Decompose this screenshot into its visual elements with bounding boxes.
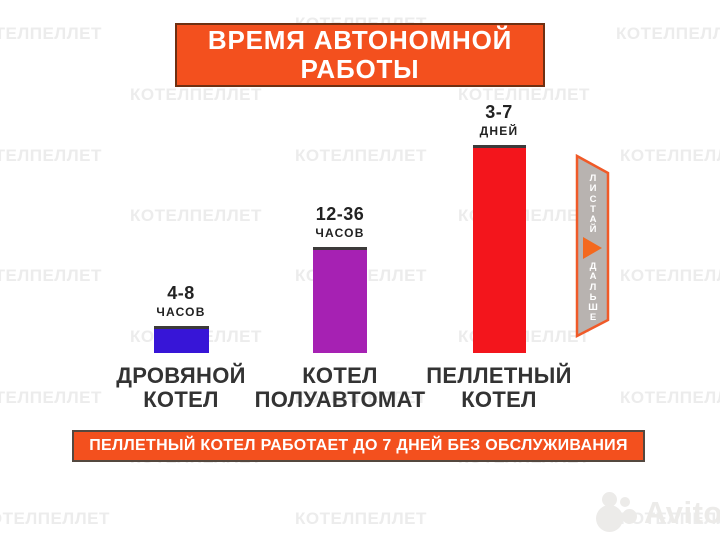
bar-value-label: 12-36 ЧАСОВ xyxy=(315,204,365,240)
page-title-line2: РАБОТЫ xyxy=(300,54,420,84)
watermark-text: КОТЕЛПЕЛЛЕТ xyxy=(616,24,720,43)
watermark-text: КОТЕЛПЕЛЛЕТ xyxy=(295,509,427,528)
watermark-text: КОТЕЛПЕЛЛЕТ xyxy=(620,146,720,165)
bar xyxy=(472,145,526,353)
bar-category-label: ДРОВЯНОЙ КОТЕЛ xyxy=(116,363,246,412)
header-banner: ВРЕМЯ АВТОНОМНОЙ РАБОТЫ xyxy=(175,23,545,87)
brand-name: Avito xyxy=(644,495,720,530)
page-title-line1: ВРЕМЯ АВТОНОМНОЙ xyxy=(207,25,513,55)
bar xyxy=(153,326,209,353)
bar-group: 12-36 ЧАСОВ xyxy=(260,204,420,353)
bar-category-label: КОТЕЛ ПОЛУАВТОМАТ xyxy=(254,363,426,412)
watermark-text: КОТЕЛПЕЛЛЕТ xyxy=(295,388,427,407)
avito-circle-small xyxy=(620,497,630,507)
bar-group: 3-7 ДНЕЙ xyxy=(419,102,579,353)
watermark-text: КОТЕЛПЕЛЛЕТ xyxy=(130,206,262,225)
avito-circle-big xyxy=(596,505,623,532)
watermark-text: КОТЕЛПЕЛЛЕТ xyxy=(130,85,262,104)
avito-circle-top xyxy=(602,492,617,507)
watermark-text: КОТЕЛПЕЛЛЕТ xyxy=(0,24,102,43)
bar-group: 4-8 ЧАСОВ xyxy=(101,283,261,353)
bar-value-label: 3-7 ДНЕЙ xyxy=(479,102,519,138)
watermark-text: КОТЕЛПЕЛЛЕТ xyxy=(620,388,720,407)
watermark-text: КОТЕЛПЕЛЛЕТ xyxy=(0,388,102,407)
brand-watermark: Avito xyxy=(596,492,720,534)
bar-category-label: ПЕЛЛЕТНЫЙ КОТЕЛ xyxy=(426,363,572,412)
watermark-text: КОТЕЛПЕЛЛЕТ xyxy=(0,266,102,285)
watermark-text: КОТЕЛПЕЛЛЕТ xyxy=(0,146,102,165)
bar-value-label: 4-8 ЧАСОВ xyxy=(156,283,206,319)
watermark-text: КОТЕЛПЕЛЛЕТ xyxy=(0,509,110,528)
footer-banner: ПЕЛЛЕТНЫЙ КОТЕЛ РАБОТАЕТ ДО 7 ДНЕЙ БЕЗ О… xyxy=(72,430,645,462)
bar xyxy=(313,247,367,353)
watermark-text: КОТЕЛПЕЛЛЕТ xyxy=(458,85,590,104)
avito-logo-icon xyxy=(596,492,640,534)
watermark-text: КОТЕЛПЕЛЛЕТ xyxy=(295,146,427,165)
watermark-text: КОТЕЛПЕЛЛЕТ xyxy=(620,266,720,285)
avito-circle-mid xyxy=(622,509,637,524)
arrow-right-icon xyxy=(583,237,602,259)
watermark-text: КОТЕЛПЕЛЛЕТ xyxy=(620,509,720,528)
footer-banner-text: ПЕЛЛЕТНЫЙ КОТЕЛ РАБОТАЕТ ДО 7 ДНЕЙ БЕЗ О… xyxy=(89,437,628,454)
